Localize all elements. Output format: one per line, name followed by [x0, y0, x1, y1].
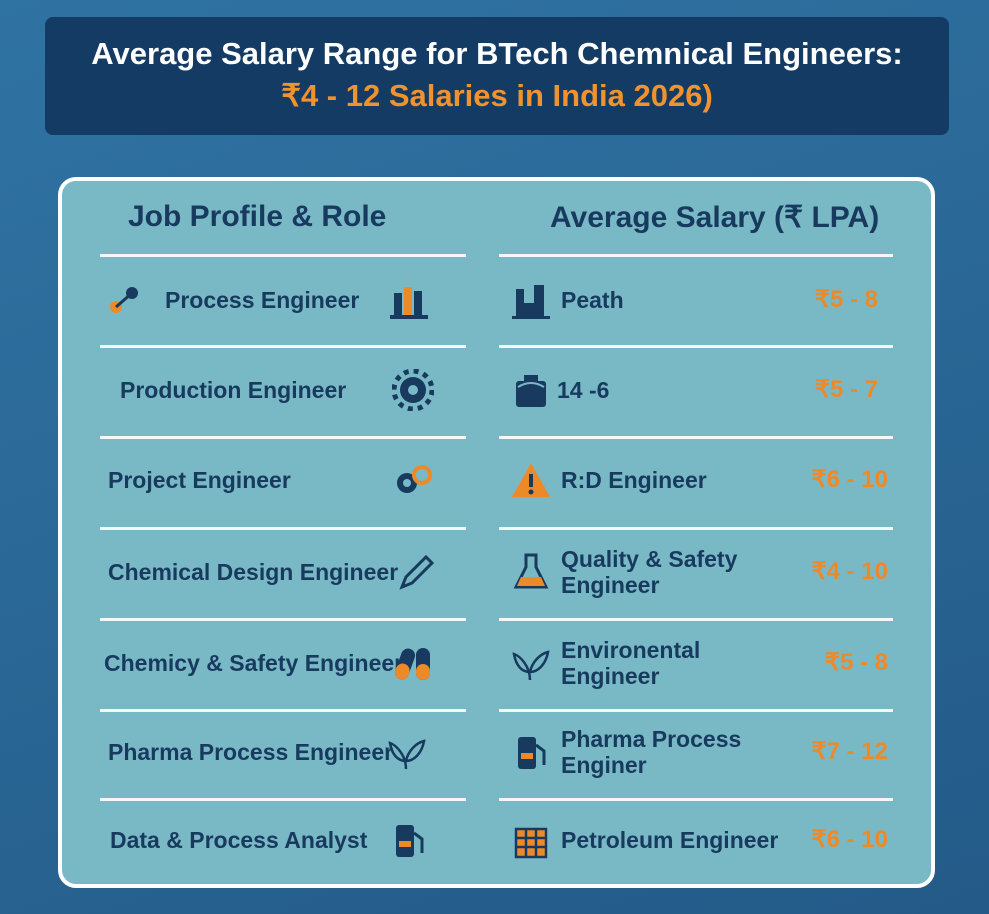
job-role-label: Production Engineer: [120, 376, 347, 403]
divider: [100, 709, 466, 712]
molecule-icon: [104, 279, 146, 321]
factory-icon: [388, 279, 430, 321]
fuel-pump-icon: [510, 731, 552, 773]
job-role-label: Project Engineer: [108, 466, 291, 493]
flask-icon: [510, 551, 552, 593]
salary-range: ₹4 - 10: [811, 558, 888, 585]
grid-icon: [510, 819, 552, 861]
divider: [499, 345, 893, 348]
salary-range: ₹5 - 7: [814, 376, 878, 403]
salary-range: ₹5 - 8: [824, 649, 888, 676]
header-average-salary: Average Salary (₹ LPA): [550, 201, 880, 234]
role-label: Quality & Safety Engineer: [561, 546, 738, 598]
title-line-2: ₹4 - 12 Salaries in India 2026): [281, 78, 713, 113]
divider: [499, 527, 893, 530]
job-role-label: Data & Process Analyst: [110, 826, 368, 853]
divider: [100, 618, 466, 621]
role-label: Peath: [561, 287, 624, 313]
header-job-profile: Job Profile & Role: [128, 200, 387, 233]
divider: [499, 436, 893, 439]
gears-icon: [392, 459, 434, 501]
title-line-1: Average Salary Range for BTech Chemnical…: [91, 36, 903, 71]
divider: [100, 798, 466, 801]
salary-range: ₹6 - 10: [811, 826, 888, 853]
job-role-label: Pharma Process Engineer: [108, 738, 394, 765]
divider: [499, 254, 893, 257]
briefcase-icon: [510, 369, 552, 411]
role-label: Petroleum Engineer: [561, 827, 779, 853]
gear-icon: [392, 369, 434, 411]
role-label: Pharma Process Enginer: [561, 726, 742, 778]
role-label: R:D Engineer: [561, 467, 707, 493]
plant-icon: [510, 279, 552, 321]
job-role-label: Chemicy & Safety Engineer: [104, 649, 404, 676]
leaf-icon: [510, 642, 552, 684]
job-role-label: Process Engineer: [165, 286, 360, 313]
divider: [499, 618, 893, 621]
salary-range: ₹7 - 12: [811, 738, 888, 765]
fuel-pump-icon: [388, 819, 430, 861]
salary-table-panel: [58, 177, 935, 888]
divider: [499, 709, 893, 712]
title-banner: Average Salary Range for BTech Chemnical…: [45, 17, 949, 135]
pencil-icon: [394, 551, 436, 593]
warning-icon: [510, 459, 552, 501]
divider: [100, 345, 466, 348]
job-role-label: Chemical Design Engineer: [108, 558, 399, 585]
divider: [100, 436, 466, 439]
capsule-icon: [392, 642, 434, 684]
leaf-icon: [386, 731, 428, 773]
role-label: 14 -6: [557, 377, 610, 403]
role-label: Environental Engineer: [561, 637, 701, 689]
divider: [100, 527, 466, 530]
salary-range: ₹5 - 8: [814, 286, 878, 313]
divider: [100, 254, 466, 257]
salary-range: ₹6 - 10: [811, 466, 888, 493]
divider: [499, 798, 893, 801]
